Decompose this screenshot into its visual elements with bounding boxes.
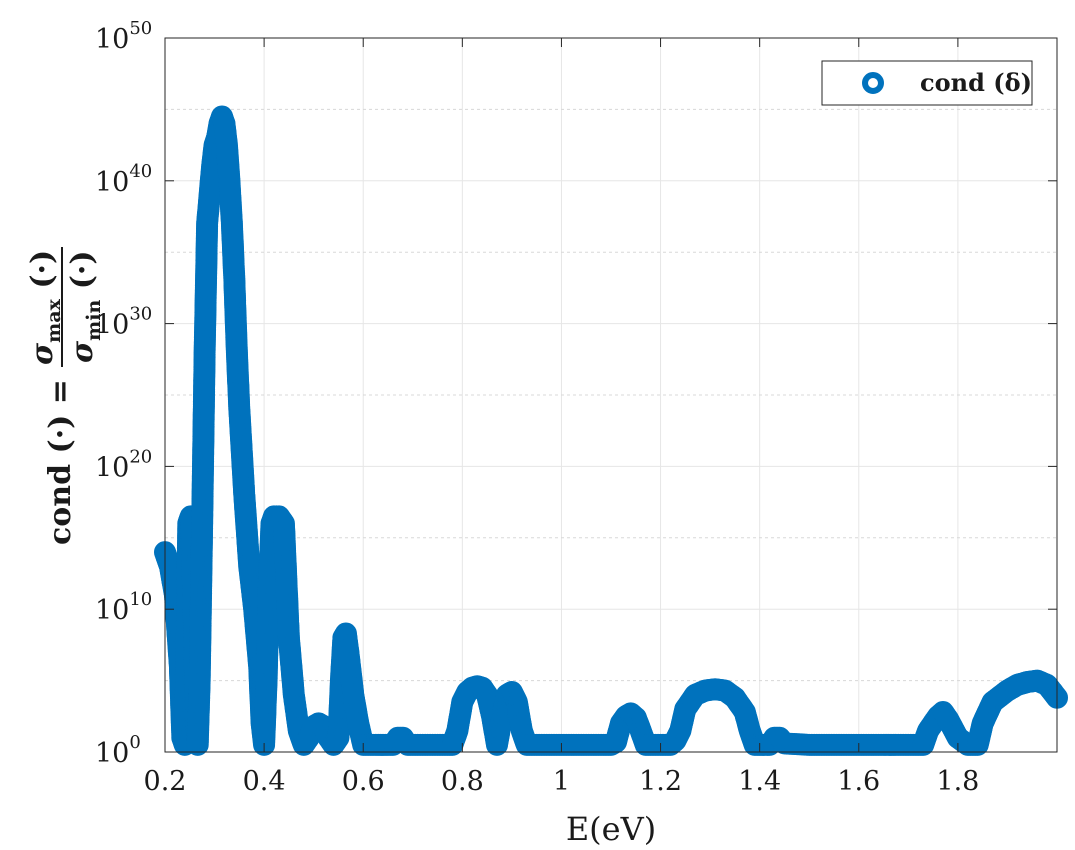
y-tick-exponent: 50	[129, 18, 152, 39]
legend-label: cond (δ)	[920, 68, 1032, 97]
x-tick-label: 0.6	[342, 766, 385, 797]
y-tick-label: 1020	[95, 446, 152, 483]
data-layer	[154, 105, 1068, 756]
y-tick-base: 10	[95, 452, 129, 483]
y-tick-label: 1030	[95, 304, 152, 341]
y-tick-base: 10	[95, 167, 129, 198]
y-tick-exponent: 10	[129, 589, 152, 610]
y-axis-label-lhs: cond (·) =	[43, 379, 78, 545]
x-tick-label: 1.2	[639, 766, 682, 797]
y-tick-exponent: 0	[129, 732, 140, 753]
x-tick-label: 0.8	[441, 766, 484, 797]
legend-marker	[862, 72, 884, 94]
x-tick-label: 1	[553, 766, 570, 797]
legend-box	[821, 60, 1033, 106]
y-tick-base: 10	[95, 738, 129, 769]
label-layer: 0.2 0.4 0.6 0.8 1 1.2 1.4 1.6 1.8100101010201030…	[25, 18, 979, 848]
y-tick-label: 1040	[95, 161, 152, 198]
legend: cond (δ)	[821, 60, 1033, 106]
y-axis-label: cond (·) = σmax (·)σmin (·)	[25, 247, 105, 545]
x-tick-label: 1.8	[936, 766, 979, 797]
axes-box	[164, 37, 1058, 753]
series-cond-delta	[154, 105, 1068, 756]
x-tick-label: 0.4	[243, 766, 286, 797]
x-tick-label: 1.6	[837, 766, 880, 797]
y-axis-label-numerator: σmax (·)	[25, 250, 65, 365]
y-tick-exponent: 20	[129, 446, 152, 467]
x-axis-label: E(eV)	[566, 810, 656, 848]
x-tick-label: 0.2	[144, 766, 187, 797]
x-tick-label: 1.4	[738, 766, 781, 797]
y-axis-label-denominator: σmin (·)	[65, 250, 105, 363]
y-tick-label: 1010	[95, 589, 152, 626]
y-tick-base: 10	[95, 24, 129, 55]
y-tick-base: 10	[95, 595, 129, 626]
y-tick-base: 10	[95, 310, 129, 341]
y-tick-exponent: 40	[129, 161, 152, 182]
y-tick-label: 1050	[95, 18, 152, 55]
y-tick-exponent: 30	[129, 304, 152, 325]
y-tick-label: 100	[95, 732, 141, 769]
axes-layer	[164, 37, 1058, 753]
